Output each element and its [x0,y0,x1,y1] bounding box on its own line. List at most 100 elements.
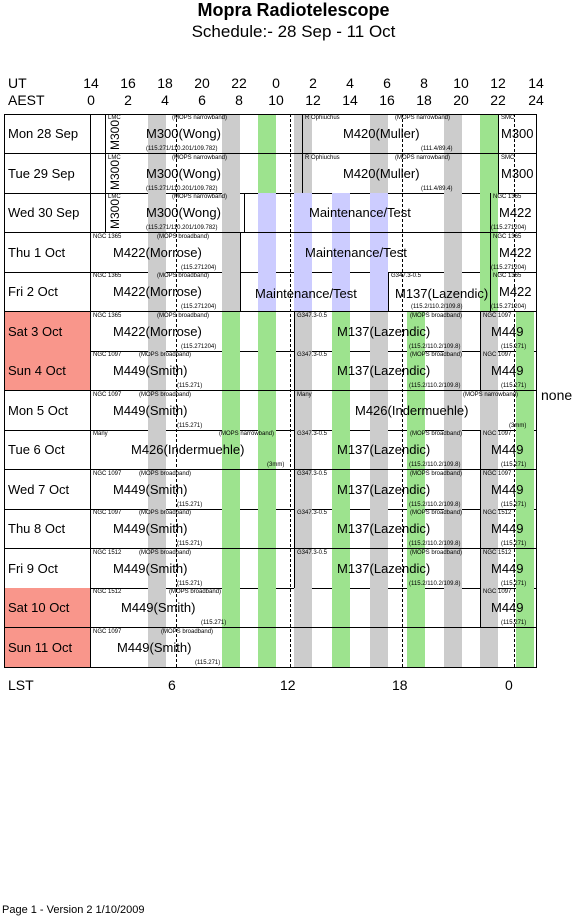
block-src: NGC 1365 [93,233,122,240]
block-src: G347.3-0.5 [297,549,328,556]
time-stripe [370,311,388,351]
block-src: NGC 1097 [483,352,512,358]
block-freq: (115.271204) [491,225,527,231]
block-src: LMC [108,154,121,161]
block-mode: (MOPS broadband) [139,352,192,358]
block-name: M422(Morrose) [113,323,202,339]
time-stripe [480,193,498,232]
time-stripe [258,193,276,232]
time-stripe [516,390,534,430]
block-name: Maintenance/Test [309,205,411,220]
day-label: Tue 6 Oct [8,442,65,457]
block-freq: (115.271) [177,580,203,587]
schedule-row: Mon 28 Sep LMC (MOPS narrowband) M300(Wong)… [4,114,536,154]
time-stripe [332,351,350,390]
time-stripe [480,588,498,627]
schedule-row: Thu 8 Oct NGC 1097 (MOPS broadband) M449(Sm… [4,509,536,549]
block-freq: (115.271) [501,383,527,389]
block-freq: (115.2/110.2/109.8) [409,580,461,587]
time-stripe [444,509,462,548]
ut-tick: 4 [346,75,354,91]
block-src: NGC 1512 [483,510,512,516]
block-name: M449(Smith) [113,481,188,497]
block-src: G347.3-0.5 [297,510,328,516]
time-stripe [444,469,462,509]
block-name: M420(Muller) [343,165,420,181]
block-name: M422 [499,244,532,260]
time-stripe [258,351,276,390]
block-mode: (MOPS broadband) [161,628,214,635]
time-stripe [294,272,312,311]
time-stripe [148,469,166,509]
schedule-row: Sun 11 Oct NGC 1097 (MOPS broadband) M449(S… [4,627,536,668]
block-mode: (MOPS broadband) [169,589,222,595]
block-freq: (115.271) [501,620,527,626]
block-name: M449 [491,323,524,339]
block-freq: (115.271) [501,580,527,587]
aest-tick: 20 [453,92,469,108]
block-mode: (MOPS broadband) [157,233,210,240]
time-stripe [294,311,312,351]
block-freq: (115.2/110.2/109.8) [411,304,463,310]
block-name: M449 [491,560,524,576]
block-freq: (115.271) [177,383,203,389]
block-name: M300(Wong) [146,165,221,181]
ut-tick: 8 [420,75,428,91]
time-stripe [407,509,425,548]
block-name: M449 [491,363,524,378]
time-stripe [148,193,166,232]
day-label: Thu 1 Oct [8,244,66,260]
time-stripe [370,430,388,469]
time-stripe [332,272,350,311]
observation-block: R Ophiuchus (MOPS narrowband) M420(Muller)… [302,153,482,193]
schedule-row: Tue 6 Oct Many (MOPS narrowband) M426(Inder… [4,430,536,470]
time-stripe [370,193,388,232]
observation-block: G347.3-0.5 (MOPS broadband) M137(Lazendic)… [294,351,480,390]
lst-guide-line [176,114,177,667]
day-label-cell: Sun 4 Oct [4,351,91,390]
day-label: Sat 10 Oct [8,600,70,615]
block-src: NGC 1365 [493,233,522,240]
block-name: M137(Lazendic) [337,560,431,576]
observation-block: NGC 1097 M449 (115.271) [480,430,536,469]
time-stripe [444,193,462,232]
observation-block: Maintenance/Test [240,232,490,272]
block-name: M422 [499,205,532,220]
aest-tick: 8 [235,92,243,108]
block-src: NGC 1512 [483,549,512,556]
day-label-cell: Sat 3 Oct [4,311,91,351]
time-stripe [294,193,312,232]
time-stripe [332,193,350,232]
time-stripe [370,627,388,667]
block-src: G347.3-0.5 [297,431,328,437]
time-stripe [332,509,350,548]
block-src: G347.3-0.5 [297,312,328,319]
time-stripe [222,272,240,311]
time-stripe [222,351,240,390]
observation-block: G347.3-0.5 (MOPS broadband) M137(Lazendic)… [294,509,480,548]
block-src: NGC 1097 [483,312,512,319]
time-stripe [294,588,312,627]
time-stripe [370,588,388,627]
block-mode: (MOPS narrowband) [172,154,228,161]
block-freq: (111.4/89.4) [421,146,453,152]
time-stripe [480,272,498,311]
ut-tick: 12 [490,75,506,91]
time-stripe [222,193,240,232]
day-label-cell: Sat 10 Oct [4,588,91,627]
time-stripe [444,627,462,667]
block-name: M137(Lazendic) [337,481,431,497]
lst-axis-label: LST [8,677,34,693]
block-src: NGC 1365 [493,273,522,279]
block-mode: (MOPS broadband) [410,312,463,319]
time-stripe [258,153,276,193]
observation-block: Many (MOPS narrowband) M426(Indermuehle) (3… [90,430,290,469]
block-name: M449 [491,481,524,497]
block-mode: (MOPS broadband) [410,510,463,516]
lst-tick: 18 [392,677,408,693]
day-label-cell: Wed 30 Sep [4,193,91,232]
observation-block: NGC 1097 (MOPS broadband) M449(Smith) (115.… [90,390,240,430]
aest-tick: 14 [342,92,358,108]
block-src: R Ophiuchus [305,154,340,161]
page-title: Mopra Radiotelescope [197,0,390,20]
